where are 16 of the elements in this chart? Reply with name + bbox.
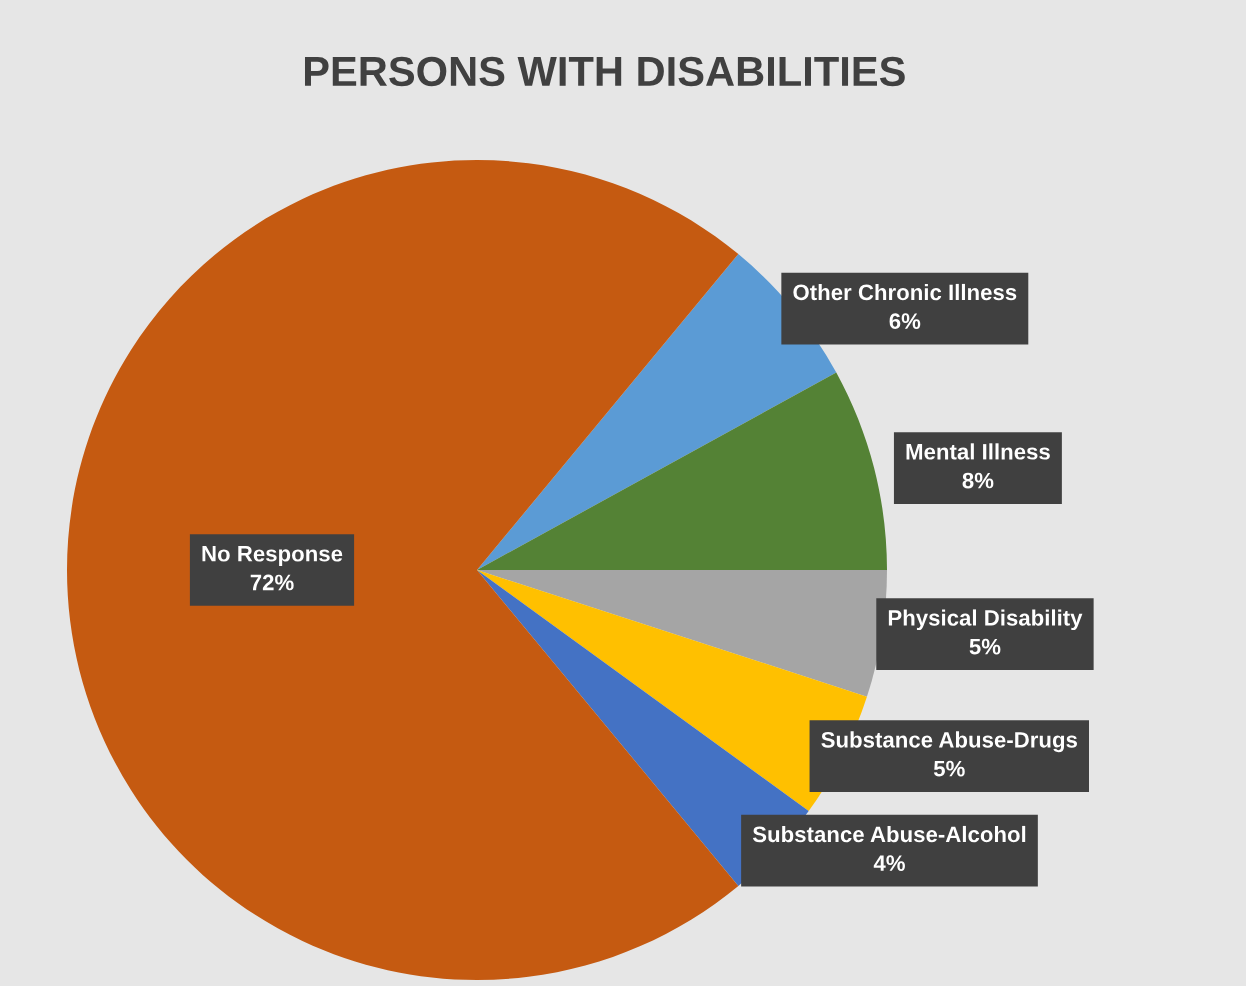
data-label: 5% [969,638,1001,655]
slice-label: Substance Abuse-Alcohol [752,825,1026,843]
data-label: 8% [962,472,994,489]
slice-label: Physical Disability [888,609,1083,631]
slice-label: No Response [202,546,343,566]
slice-label: Substance Abuse-Drugs [821,731,1077,753]
pie-slice [67,160,739,980]
slice-label: Other Chronic Illness [793,283,1017,301]
data-label: 72% [250,574,294,591]
chart-title: PERSONS WITH DISABILITIES [304,56,905,87]
data-label: 6% [889,313,921,330]
pie-slice [477,372,887,570]
pie-slice [477,570,887,697]
data-label: 5% [933,760,965,777]
slice-label: Mental Illness [906,443,1050,460]
data-label: 4% [873,855,905,871]
